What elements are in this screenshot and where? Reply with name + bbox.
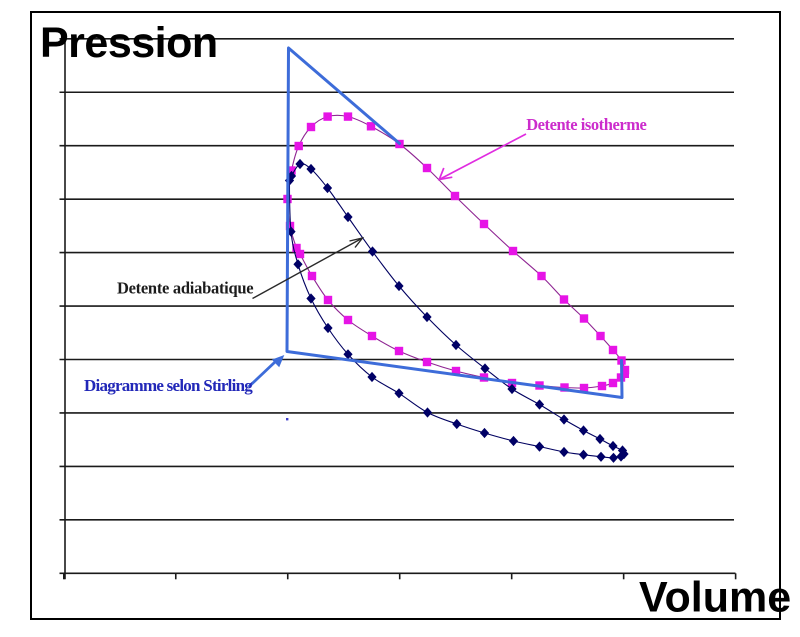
svg-text:Detente adiabatique: Detente adiabatique bbox=[117, 279, 253, 298]
svg-text:Pression: Pression bbox=[40, 19, 218, 67]
svg-text:Diagramme selon Stirling: Diagramme selon Stirling bbox=[84, 376, 253, 395]
svg-text:Detente isotherme: Detente isotherme bbox=[526, 115, 646, 134]
svg-text:Volume: Volume bbox=[639, 574, 791, 622]
